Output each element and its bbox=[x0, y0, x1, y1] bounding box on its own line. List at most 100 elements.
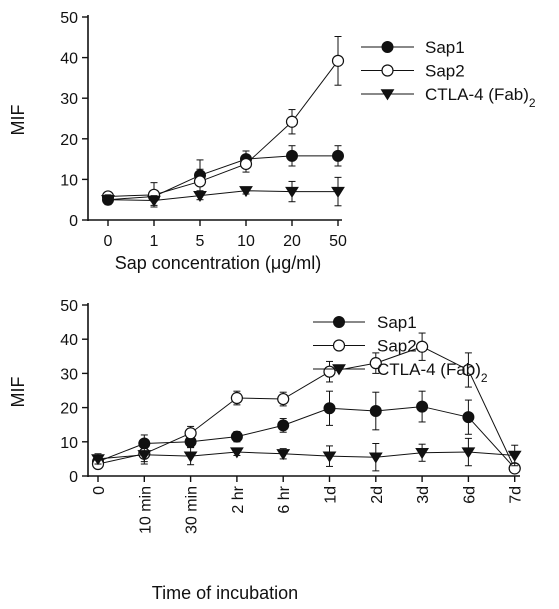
data-point bbox=[101, 195, 115, 207]
data-point bbox=[331, 186, 345, 198]
y-tick-label: 0 bbox=[69, 213, 78, 230]
x-tick-label: 6 hr bbox=[276, 485, 293, 513]
data-point bbox=[229, 447, 244, 459]
x-tick-label: 1d bbox=[323, 486, 340, 504]
y-tick-label: 20 bbox=[60, 132, 78, 149]
x-tick-label: 10 min bbox=[137, 486, 154, 534]
data-point bbox=[323, 365, 336, 378]
y-tick-label: 10 bbox=[60, 172, 78, 189]
x-axis-title: Time of incubation bbox=[152, 583, 298, 603]
data-point bbox=[461, 447, 476, 459]
series-ctla-4-fab- bbox=[91, 437, 522, 472]
x-tick-label: 0 bbox=[104, 233, 113, 250]
data-point bbox=[239, 186, 253, 198]
data-point bbox=[184, 427, 197, 440]
data-point bbox=[368, 452, 383, 464]
data-point bbox=[415, 448, 430, 460]
data-point bbox=[193, 190, 207, 202]
data-point bbox=[137, 450, 152, 462]
y-tick-label: 20 bbox=[60, 401, 78, 418]
y-tick-label: 40 bbox=[60, 332, 78, 349]
x-tick-label: 20 bbox=[283, 233, 301, 250]
legend-subscript: 2 bbox=[481, 371, 488, 385]
legend-marker bbox=[381, 41, 394, 53]
y-tick-label: 30 bbox=[60, 366, 78, 383]
data-point bbox=[322, 451, 337, 463]
series-sap2 bbox=[101, 35, 345, 208]
y-tick-label: 50 bbox=[60, 298, 78, 315]
y-tick-label: 40 bbox=[60, 51, 78, 68]
data-point bbox=[286, 149, 298, 162]
data-point bbox=[416, 400, 429, 413]
x-axis-title: Sap concentration (μg/ml) bbox=[115, 253, 321, 273]
data-point bbox=[462, 411, 475, 424]
series-line bbox=[97, 346, 516, 469]
data-point bbox=[193, 175, 207, 188]
legend-item: CTLA-4 (Fab)2 bbox=[313, 360, 488, 385]
chart-bottom-time: 0 10 20 30 40 50 0 10 min 30 min 2 hr 6 hr 1d 2d 3d 6d… bbox=[8, 298, 525, 603]
y-tick-label: 0 bbox=[69, 469, 78, 486]
chart-top-concentration: 0 10 20 30 40 50 0 1 5 10 20 50 MIF Sap concentration… bbox=[8, 10, 536, 273]
series-line bbox=[97, 406, 516, 469]
data-point bbox=[239, 157, 253, 171]
y-axis-title: MIF bbox=[8, 377, 28, 408]
legend-marker bbox=[381, 64, 394, 77]
data-point bbox=[369, 357, 382, 370]
legend-item: CTLA-4 (Fab)2 bbox=[361, 85, 536, 110]
data-point bbox=[416, 340, 429, 353]
data-point bbox=[285, 186, 299, 198]
series-sap1 bbox=[102, 145, 344, 206]
data-point bbox=[277, 419, 290, 432]
series-ctla-4-fab- bbox=[101, 176, 345, 207]
series-line bbox=[107, 155, 338, 201]
legend-marker bbox=[332, 364, 346, 376]
legend-label: Sap1 bbox=[377, 313, 417, 332]
series-line bbox=[107, 60, 339, 197]
x-tick-label: 10 bbox=[237, 233, 255, 250]
legend-label: CTLA-4 (Fab)2 bbox=[425, 85, 536, 110]
data-point bbox=[285, 115, 299, 128]
x-tick-label: 5 bbox=[196, 233, 205, 250]
data-point bbox=[331, 54, 345, 67]
data-point bbox=[507, 450, 522, 462]
x-tick-label: 2d bbox=[369, 486, 386, 504]
legend-item: Sap1 bbox=[361, 38, 465, 57]
legend-marker bbox=[333, 316, 345, 328]
x-tick-label: 3d bbox=[415, 486, 432, 504]
legend-item: Sap1 bbox=[313, 313, 417, 332]
x-tick-label: 7d bbox=[508, 486, 525, 504]
series-line bbox=[107, 190, 338, 202]
data-point bbox=[230, 391, 243, 405]
legend-label: CTLA-4 (Fab)2 bbox=[377, 360, 488, 385]
data-point bbox=[462, 363, 475, 377]
data-point bbox=[230, 430, 243, 443]
series-line bbox=[97, 451, 515, 460]
x-tick-label: 30 min bbox=[184, 486, 201, 534]
data-point bbox=[277, 392, 290, 406]
x-tick-label: 50 bbox=[329, 233, 347, 250]
legend-label: Sap2 bbox=[377, 337, 417, 356]
y-tick-label: 30 bbox=[60, 91, 78, 108]
legend-label: Sap2 bbox=[425, 62, 465, 81]
x-tick-label: 0 bbox=[91, 486, 108, 495]
x-tick-label: 2 hr bbox=[230, 485, 247, 513]
y-tick-label: 50 bbox=[60, 10, 78, 27]
legend-subscript: 2 bbox=[529, 96, 536, 110]
data-point bbox=[183, 451, 198, 463]
data-point bbox=[332, 149, 344, 162]
legend-marker bbox=[380, 89, 395, 101]
data-point bbox=[323, 402, 336, 415]
y-tick-label: 10 bbox=[60, 435, 78, 452]
legend-label: Sap1 bbox=[425, 38, 465, 57]
x-tick-label: 6d bbox=[461, 486, 478, 504]
series-sap2 bbox=[91, 332, 521, 475]
legend-item: Sap2 bbox=[313, 337, 417, 356]
data-point bbox=[91, 454, 105, 466]
series-sap1 bbox=[92, 390, 521, 475]
legend-item: Sap2 bbox=[361, 62, 465, 81]
y-axis-title: MIF bbox=[8, 105, 28, 136]
data-point bbox=[276, 449, 291, 461]
x-tick-label: 1 bbox=[150, 233, 159, 250]
data-point bbox=[147, 195, 161, 207]
